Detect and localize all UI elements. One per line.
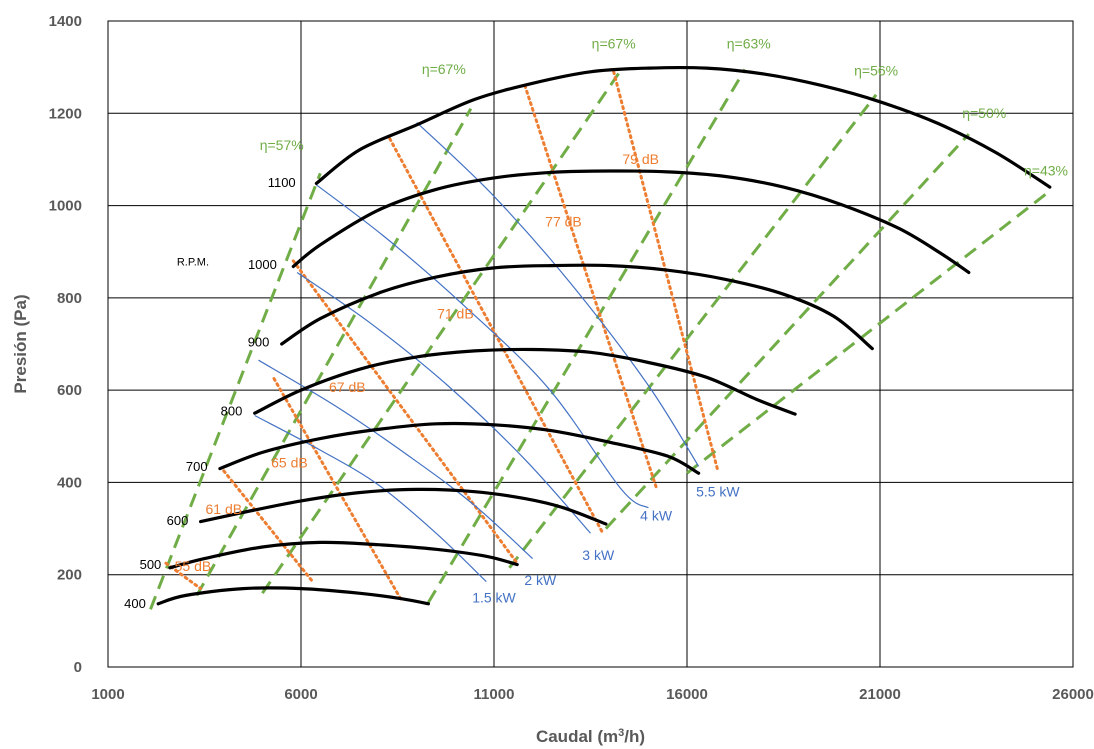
power-line [316, 184, 649, 509]
rpm-curve [168, 540, 519, 570]
power-line [254, 414, 487, 583]
noise-label: 67 dB [329, 379, 366, 395]
noise-label: 79 dB [622, 151, 659, 167]
power-label: 3 kW [582, 547, 615, 563]
curve-labels: η=57% η=67% η=67% η=63% η=56% η=50% η=43% 55 dB… [124, 36, 1068, 611]
efficiency-line [149, 172, 322, 610]
x-tick-label: 21000 [859, 686, 901, 703]
rpm-label: 900 [248, 334, 270, 349]
noise-label: 77 dB [545, 213, 582, 229]
y-tick-label: 0 [74, 659, 82, 676]
efficiency-label: η=67% [422, 61, 466, 77]
noise-label: 55 dB [175, 558, 212, 574]
y-tick-label: 200 [57, 567, 82, 584]
rpm-curve [156, 586, 430, 606]
noise-line [291, 259, 519, 565]
efficiency-line [686, 192, 1047, 475]
noise-label: 71 dB [437, 306, 474, 322]
rpm-label: 1100 [268, 175, 296, 190]
rpm-curves [156, 65, 1052, 606]
y-tick-label: 1200 [49, 105, 82, 122]
rpm-curve [218, 421, 701, 475]
rpm-curve [253, 347, 797, 416]
efficiency-label: η=57% [260, 137, 304, 153]
x-tick-label: 11000 [474, 686, 515, 703]
x-tick-label: 16000 [666, 686, 708, 703]
noise-line [523, 84, 658, 489]
power-line [416, 122, 700, 467]
efficiency-line [604, 133, 970, 530]
y-tick-label: 1000 [49, 198, 82, 215]
efficiency-lines [149, 68, 1047, 610]
rpm-curve [280, 263, 874, 351]
efficiency-label: η=63% [727, 36, 771, 52]
efficiency-label: η=67% [592, 36, 636, 52]
efficiency-line [508, 93, 878, 569]
noise-line [272, 377, 403, 602]
rpm-header-label: R.P.M. [177, 257, 209, 269]
noise-label: 65 dB [271, 455, 308, 471]
power-label: 1.5 kW [472, 589, 516, 605]
power-label: 5.5 kW [696, 483, 740, 499]
rpm-label: 500 [140, 557, 162, 572]
efficiency-line [261, 68, 623, 595]
rpm-curve [314, 65, 1052, 189]
rpm-label: 1000 [248, 257, 277, 272]
rpm-curve [291, 169, 971, 275]
rpm-label: 800 [221, 404, 243, 419]
power-label: 4 kW [640, 507, 673, 523]
y-tick-label: 800 [57, 290, 82, 307]
x-axis-title: Caudal (m3/h) [536, 727, 645, 746]
efficiency-label: η=50% [962, 105, 1006, 121]
x-tick-label: 1000 [91, 686, 124, 703]
efficiency-label: η=43% [1024, 163, 1068, 179]
efficiency-label: η=56% [854, 62, 898, 78]
power-label: 2 kW [524, 572, 557, 588]
rpm-label: 700 [186, 459, 208, 474]
efficiency-line [427, 68, 747, 604]
y-tick-label: 600 [57, 382, 82, 399]
x-tick-label: 6000 [284, 686, 317, 703]
y-axis-title: Presión (Pa) [11, 294, 30, 393]
power-line [258, 359, 534, 560]
rpm-curve [199, 487, 608, 526]
axis-ticks: 1000 6000 11000 16000 21000 26000 0 200 400 600 80… [49, 13, 1094, 703]
rpm-label: 400 [124, 596, 146, 611]
y-tick-label: 400 [57, 474, 82, 491]
noise-label: 61 dB [206, 501, 243, 517]
efficiency-line [195, 107, 473, 597]
rpm-label: 600 [167, 513, 189, 528]
noise-line [222, 469, 315, 584]
x-tick-label: 26000 [1052, 686, 1094, 703]
y-tick-label: 1400 [49, 13, 82, 30]
